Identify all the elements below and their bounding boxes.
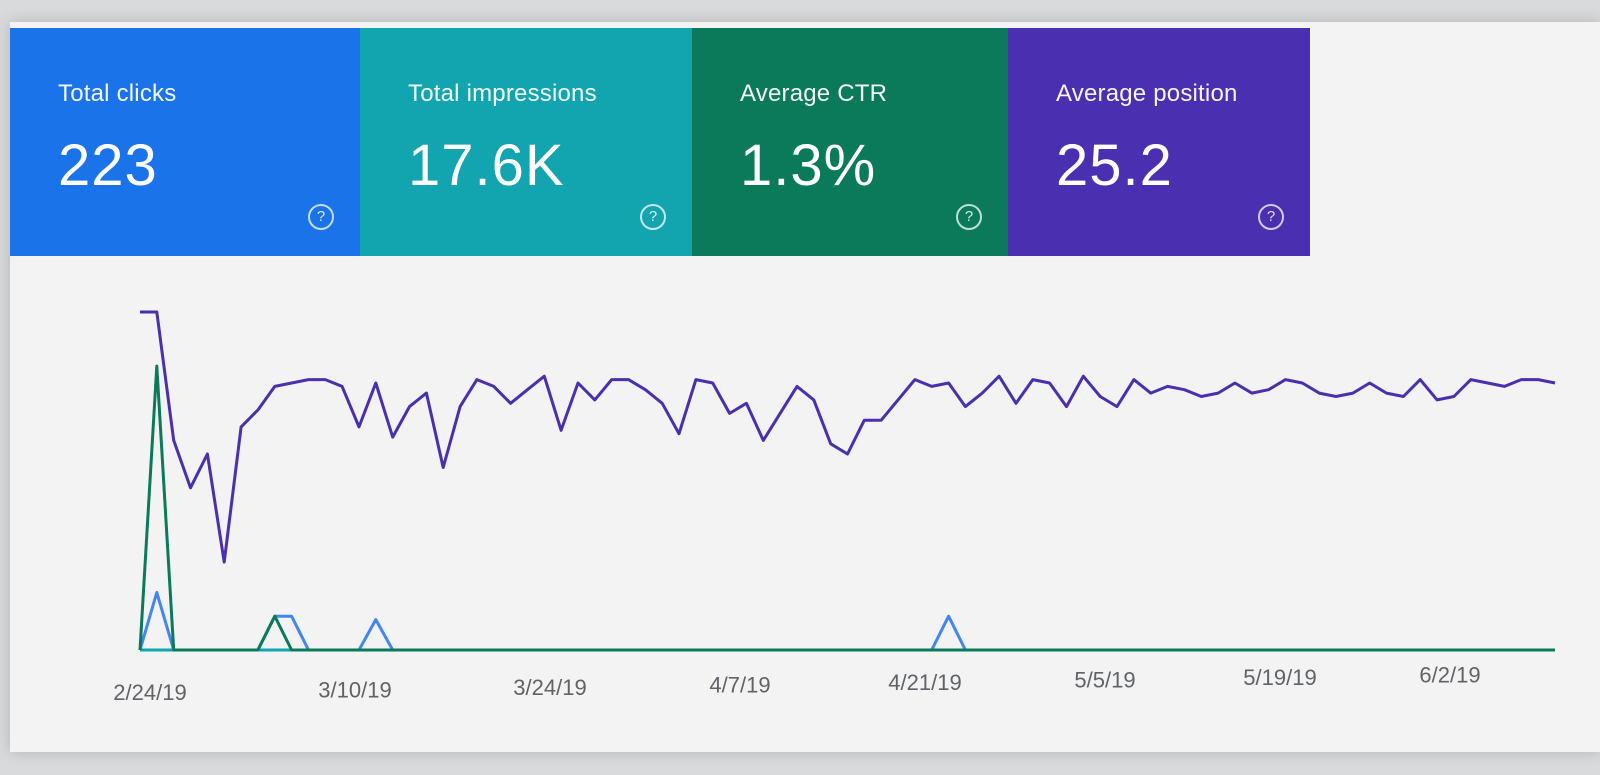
average-position-value: 25.2 [1056, 133, 1173, 198]
x-tick-label: 3/10/19 [318, 678, 391, 703]
average-ctr-label: Average CTR [740, 80, 888, 107]
average-position-label: Average position [1056, 80, 1238, 107]
metric-cards: Total clicks 223 ? Total impressions 17.… [10, 28, 1310, 256]
total-impressions-card[interactable]: Total impressions 17.6K ? [360, 28, 692, 256]
help-circle-icon[interactable]: ? [1258, 204, 1284, 230]
total-impressions-value: 17.6K [408, 133, 565, 198]
performance-report: Total clicks 223 ? Total impressions 17.… [10, 22, 1600, 752]
series-line-0 [140, 310, 1556, 564]
total-clicks-card[interactable]: Total clicks 223 ? [10, 28, 360, 256]
help-circle-icon[interactable]: ? [956, 204, 982, 230]
x-tick-label: 4/7/19 [709, 673, 770, 698]
total-impressions-label: Total impressions [408, 80, 597, 107]
average-ctr-card[interactable]: Average CTR 1.3% ? [692, 28, 1008, 256]
performance-chart-svg: 2/24/19 3/10/19 3/24/19 4/7/19 4/21/19 5/5/19… [113, 310, 1556, 705]
help-circle-icon[interactable]: ? [308, 204, 334, 230]
x-tick-label: 6/2/19 [1419, 663, 1480, 688]
x-tick-label: 5/5/19 [1074, 668, 1135, 693]
x-tick-label: 2/24/19 [113, 680, 186, 705]
help-circle-icon[interactable]: ? [640, 204, 666, 230]
x-tick-label: 4/21/19 [888, 670, 961, 695]
total-clicks-value: 223 [58, 133, 158, 198]
series-line-1 [138, 591, 1555, 652]
x-tick-label: 3/24/19 [513, 675, 586, 700]
series-line-3 [138, 364, 1555, 652]
x-tick-label: 5/19/19 [1243, 665, 1316, 690]
performance-chart: 2/24/19 3/10/19 3/24/19 4/7/19 4/21/19 5/5/19… [10, 272, 1600, 752]
total-clicks-label: Total clicks [58, 80, 177, 107]
average-position-card[interactable]: Average position 25.2 ? [1008, 28, 1310, 256]
average-ctr-value: 1.3% [740, 133, 877, 198]
